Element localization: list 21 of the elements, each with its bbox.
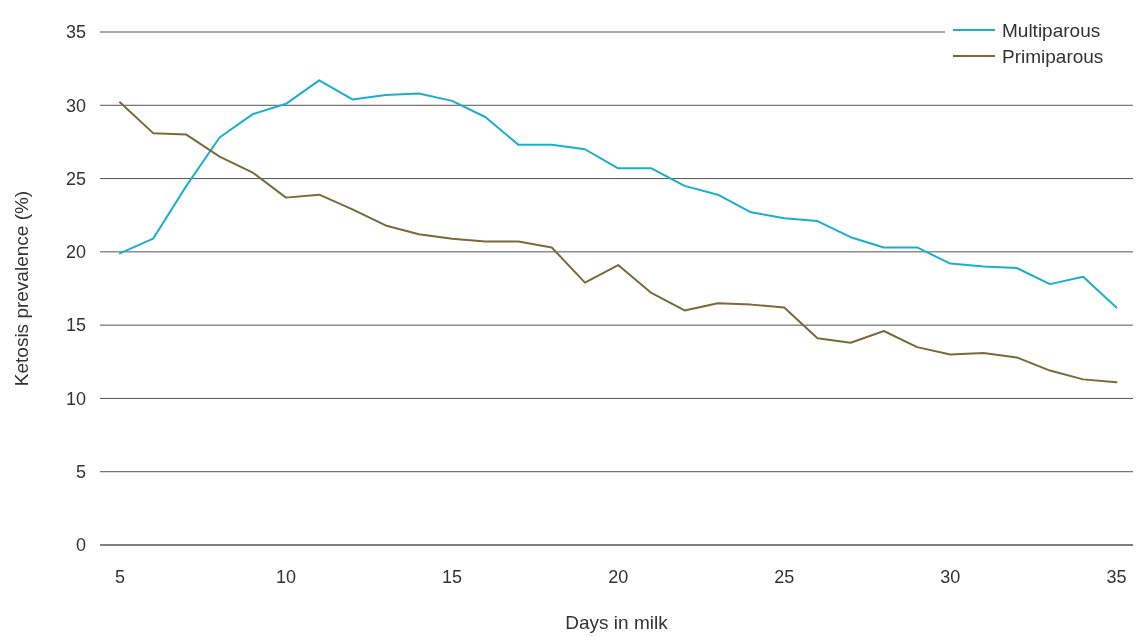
x-tick-label: 10 xyxy=(275,567,297,587)
y-tick-label: 10 xyxy=(65,388,86,409)
legend-label: Multiparous xyxy=(1002,19,1101,41)
x-tick-label: 5 xyxy=(114,567,125,587)
y-tick-label: 25 xyxy=(65,168,86,189)
x-tick-label: 35 xyxy=(1106,567,1127,587)
x-axis-title: Days in milk xyxy=(565,612,669,633)
line-series xyxy=(118,79,1118,309)
y-tick-label: 15 xyxy=(65,315,86,336)
y-tick-label: 5 xyxy=(75,462,86,483)
y-axis-title: Ketosis prevalence (%) xyxy=(11,190,32,387)
y-tick-label: 30 xyxy=(65,95,86,116)
x-tick-label: 25 xyxy=(774,567,795,587)
x-tick-label: 30 xyxy=(940,567,961,587)
y-tick-label: 20 xyxy=(65,242,86,263)
y-tick-label: 0 xyxy=(75,535,86,556)
x-tick-label: 20 xyxy=(608,567,629,587)
y-tick-label: 35 xyxy=(65,22,86,43)
line-series xyxy=(118,101,1118,384)
legend-label: Primiparous xyxy=(1002,45,1104,67)
x-tick-label: 15 xyxy=(442,567,463,587)
